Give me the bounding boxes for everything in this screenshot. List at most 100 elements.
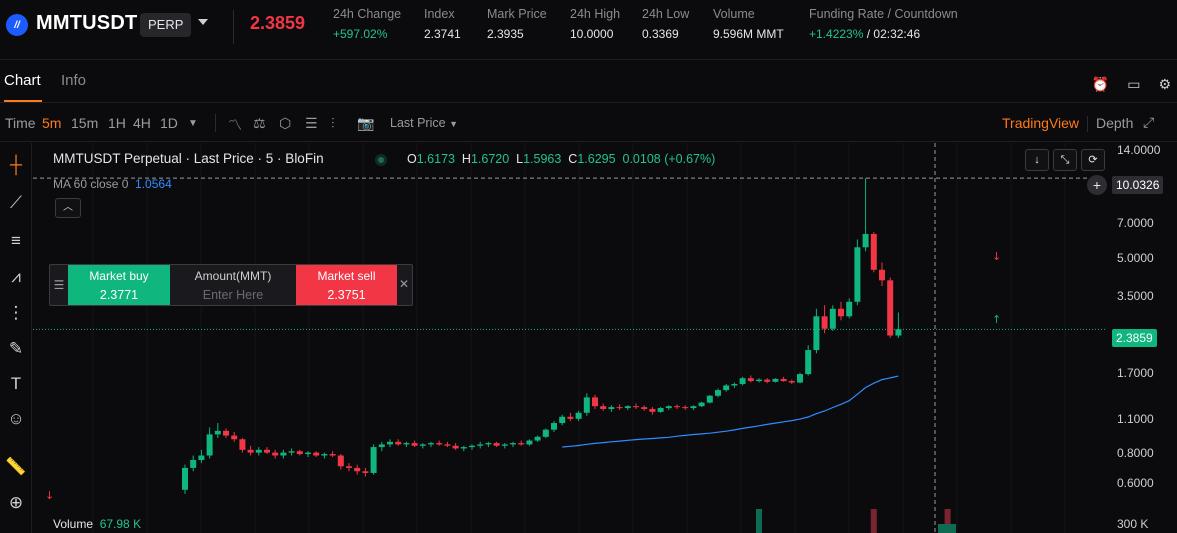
candle-body <box>436 443 443 445</box>
tab-chart[interactable]: Chart <box>4 72 41 89</box>
chart-toolbar: Time 5m 15m 1H 4H 1D ▼ 〽 ⚖ ⬡ ☰ ⫶ 📷 Last … <box>0 104 1177 142</box>
ohlc-legend: O1.6173 H1.6720 L1.5963 C1.6295 0.0108 (… <box>407 152 715 166</box>
trendline-icon[interactable]: ⟋ <box>10 193 22 212</box>
interval-1h[interactable]: 1H <box>108 115 126 131</box>
candle-body <box>321 454 328 456</box>
crosshair-icon[interactable]: ┼ <box>9 155 23 174</box>
candle-body <box>501 444 508 446</box>
candle-body <box>280 452 287 456</box>
chevron-down-icon: ▼ <box>449 119 458 129</box>
candle-body <box>805 350 812 375</box>
candlestick-chart[interactable]: ↓ ↑ ↓ <box>33 143 1177 533</box>
candle-body <box>411 443 418 446</box>
candle-body <box>715 390 721 396</box>
camera-icon[interactable]: 📷 <box>357 115 375 131</box>
y-tick-label: 3.5000 <box>1117 289 1154 303</box>
stat-index: Index 2.3741 <box>424 7 461 41</box>
forecast-icon[interactable]: ⋮ <box>7 303 25 322</box>
candle-body <box>337 455 344 467</box>
candle-body <box>895 329 902 336</box>
stat-funding-rate[interactable]: Funding Rate / Countdown +1.4223% / 02:3… <box>809 7 958 41</box>
stat-mark-price: Mark Price 2.3935 <box>487 7 547 41</box>
amount-input[interactable]: Enter Here <box>202 288 264 302</box>
tradingview-button[interactable]: TradingView <box>1002 115 1080 131</box>
candle-body <box>477 444 484 446</box>
interval-4h[interactable]: 4H <box>133 115 151 131</box>
close-icon[interactable]: ✕ <box>398 277 409 291</box>
volume-bar <box>944 509 951 533</box>
candle-body <box>797 374 803 383</box>
interval-5m[interactable]: 5m <box>42 115 62 131</box>
interval-15m[interactable]: 15m <box>71 115 99 131</box>
shrink-icon[interactable]: ⤡ <box>1053 149 1077 171</box>
refresh-icon[interactable]: ⟳ <box>1081 149 1105 171</box>
market-buy-button[interactable]: Market buy 2.3771 <box>68 265 170 305</box>
candle-body <box>255 449 262 453</box>
template-icon[interactable]: ⬡ <box>279 115 292 131</box>
download-icon[interactable]: ↓ <box>1025 149 1049 171</box>
alert-icon[interactable]: ⏰ <box>1091 76 1110 92</box>
ohlc-o-label: O <box>407 152 417 166</box>
stat-value: +597.02% <box>333 27 388 41</box>
candle-body <box>272 452 279 456</box>
candle-body <box>690 406 697 409</box>
candle-body <box>223 430 229 436</box>
text-icon[interactable]: T <box>10 374 22 393</box>
candle-body <box>493 443 500 446</box>
candle-body <box>231 435 238 440</box>
market-sell-button[interactable]: Market sell 2.3751 <box>296 265 397 305</box>
candle-body <box>698 402 705 407</box>
ohlc-low: 1.5963 <box>523 152 562 166</box>
zoom-in-icon[interactable]: ⊕ <box>8 493 24 512</box>
fib-lines-icon[interactable]: ≡ <box>11 231 21 250</box>
settings-icon[interactable]: ⚙ <box>1158 76 1171 92</box>
ohlc-h-label: H <box>461 152 471 166</box>
candle-body <box>862 233 869 248</box>
candle-body <box>624 406 631 409</box>
amount-field[interactable]: Amount(MMT) Enter Here <box>170 265 296 305</box>
indicator-icon[interactable]: 〽 <box>228 117 242 133</box>
depth-button[interactable]: Depth <box>1096 115 1134 131</box>
amount-label: Amount(MMT) <box>194 269 272 283</box>
stat-label: Volume <box>713 7 755 21</box>
emoji-icon[interactable]: ☺ <box>7 409 25 428</box>
chart-area[interactable]: ↓ ↑ ↓ MMTUSDT Perpetual · Last Price · 5 ·… <box>33 143 1177 533</box>
drawing-toolbar: ┼ ⟋ ≡ ⩘ ⋮ ✎ T ☺ 📏 ⊕ <box>0 143 32 533</box>
candle-type-icon[interactable]: ⫶ <box>331 115 335 131</box>
y-tick-label: 1.1000 <box>1117 412 1154 426</box>
fullscreen-icon[interactable]: ⤢ <box>1143 114 1155 130</box>
interval-1d[interactable]: 1D <box>160 115 178 131</box>
candle-body <box>534 436 541 441</box>
price-type-label: Last Price <box>390 116 446 130</box>
collapse-legend-button[interactable]: ︿ <box>55 198 81 218</box>
blofin-logo-icon: // <box>6 14 28 36</box>
time-label[interactable]: Time <box>5 115 36 131</box>
crosshair-price-tag: 10.0326 <box>1112 176 1164 194</box>
chevron-down-icon[interactable] <box>198 19 208 25</box>
candle-body <box>354 467 361 472</box>
brush-icon[interactable]: ✎ <box>8 339 24 358</box>
funding-countdown: / 02:32:46 <box>866 27 921 41</box>
ruler-icon[interactable]: 📏 <box>5 457 27 476</box>
candle-body <box>362 471 369 473</box>
scale-icon[interactable]: ⚖ <box>253 115 266 131</box>
market-sell-price: 2.3751 <box>327 288 366 302</box>
interval-more-icon[interactable]: ▼ <box>188 118 198 129</box>
candle-body <box>428 443 434 445</box>
candle-body <box>567 416 574 419</box>
add-alert-icon[interactable]: + <box>1087 175 1107 195</box>
candle-body <box>551 423 557 430</box>
symbol-name[interactable]: MMTUSDT <box>36 12 138 34</box>
candle-body <box>764 379 771 382</box>
layout-icon[interactable]: ☰ <box>305 115 318 131</box>
price-type-select[interactable]: Last Price ▼ <box>390 116 458 130</box>
pattern-icon[interactable]: ⩘ <box>11 267 21 286</box>
candle-body <box>206 434 213 456</box>
tab-info[interactable]: Info <box>61 72 87 89</box>
window-icon[interactable]: ▭ <box>1127 76 1141 92</box>
candle-body <box>608 407 615 409</box>
drag-handle-icon[interactable]: ☰ <box>53 278 65 292</box>
candle-body <box>526 440 533 445</box>
perp-badge: PERP <box>140 13 192 37</box>
candle-body <box>731 383 738 386</box>
